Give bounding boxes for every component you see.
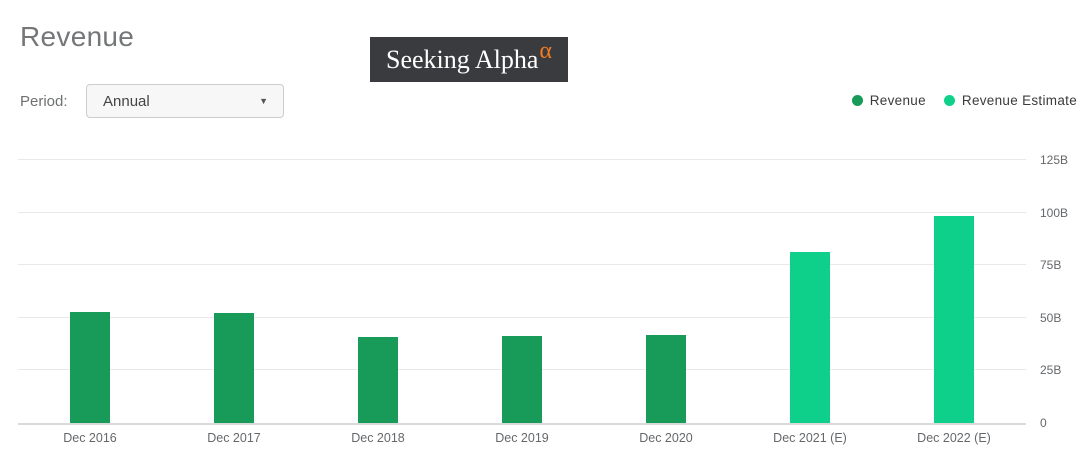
chart-legend: Revenue Revenue Estimate [851,93,1077,108]
x-label-dec-2022-e: Dec 2022 (E) [917,431,991,445]
period-dropdown-value: Annual [103,92,150,110]
period-label: Period: [20,93,68,110]
gridline-75b [18,264,1026,266]
x-label-dec-2021-e: Dec 2021 (E) [773,431,847,445]
bar-dec-2022-e[interactable] [934,215,974,423]
legend-label-revenue-estimate: Revenue Estimate [961,93,1077,108]
x-label-dec-2018: Dec 2018 [351,431,405,445]
bar-dec-2020[interactable] [646,334,686,423]
seeking-alpha-logo: Seeking Alpha α [370,37,568,82]
page-title: Revenue [20,21,135,52]
y-tick-label-25b: 25B [1040,363,1062,378]
bar-dec-2019[interactable] [502,336,542,423]
legend-dot-revenue-icon [851,95,863,106]
x-axis: Dec 2016 Dec 2017 Dec 2018 Dec 2019 Dec 2020… [18,431,1026,446]
alpha-icon: α [539,37,552,64]
bar-dec-2018[interactable] [358,337,398,423]
legend-item-revenue-estimate[interactable]: Revenue Estimate [943,93,1077,108]
y-axis: 0 25B 50B 75B 100B 125B [1040,139,1082,430]
legend-label-revenue: Revenue [869,93,926,108]
bar-chart-plot-area [18,139,1026,425]
bar-dec-2021-e[interactable] [790,251,830,423]
seeking-alpha-logo-text: Seeking Alpha [386,44,539,74]
period-dropdown[interactable]: Annual ▼ [86,84,284,118]
gridline-125b [18,159,1026,161]
bar-dec-2017[interactable] [214,312,254,423]
x-label-dec-2019: Dec 2019 [495,431,549,445]
y-tick-label-75b: 75B [1040,258,1062,273]
legend-item-revenue[interactable]: Revenue [851,93,926,108]
x-label-dec-2017: Dec 2017 [207,431,261,445]
legend-dot-revenue-estimate-icon [943,95,955,106]
chevron-down-icon: ▼ [259,96,268,106]
y-tick-label-125b: 125B [1040,153,1069,168]
y-tick-label-0: 0 [1040,416,1047,430]
gridline-100b [18,211,1026,213]
gridline-50b [18,316,1026,318]
y-tick-label-50b: 50B [1040,310,1062,325]
x-label-dec-2020: Dec 2020 [639,431,693,445]
bar-dec-2016[interactable] [70,311,110,423]
y-tick-label-100b: 100B [1040,205,1069,220]
x-label-dec-2016: Dec 2016 [63,431,117,445]
